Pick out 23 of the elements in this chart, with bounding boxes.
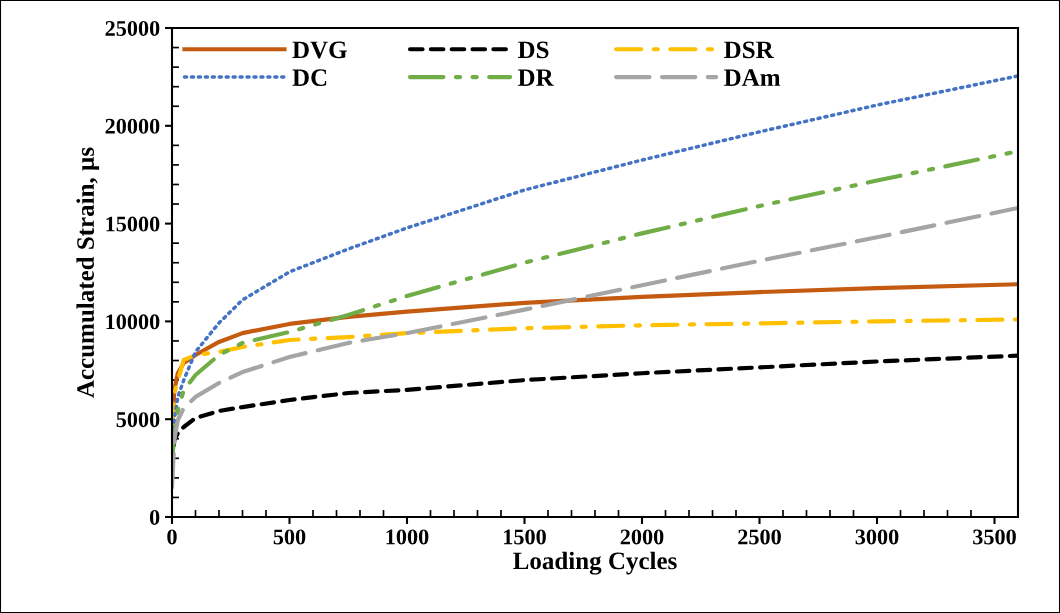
y-tick-label: 10000 [106,314,160,330]
x-tick-label: 3000 [855,529,899,545]
x-tick-label: 3500 [973,529,1016,545]
legend-label: DVG [292,41,347,59]
legend-label: DS [518,41,549,59]
y-tick-label: 20000 [105,118,160,134]
y-tick-label: 15000 [106,216,160,232]
line-series [172,205,1018,490]
x-axis-title: Loading Cycles [513,551,677,575]
x-tick-label: 2500 [738,529,781,545]
x-tick-label: 1000 [386,529,429,545]
x-tick-label: 1500 [504,529,546,545]
legend-label: DC [292,69,327,87]
x-tick-label: 0 [167,529,177,545]
y-axis-title: Accumulated Strain, µs [76,147,100,398]
legend-label: DR [518,69,554,86]
y-tick-label: 5000 [116,412,160,428]
x-tick-label: 500 [273,529,306,545]
legend-label: DSR [724,41,774,59]
x-tick-label: 2000 [620,529,664,545]
legend-label: DAm [724,69,781,86]
y-tick-label: 0 [149,509,160,525]
y-tick-label: 25000 [105,20,160,36]
